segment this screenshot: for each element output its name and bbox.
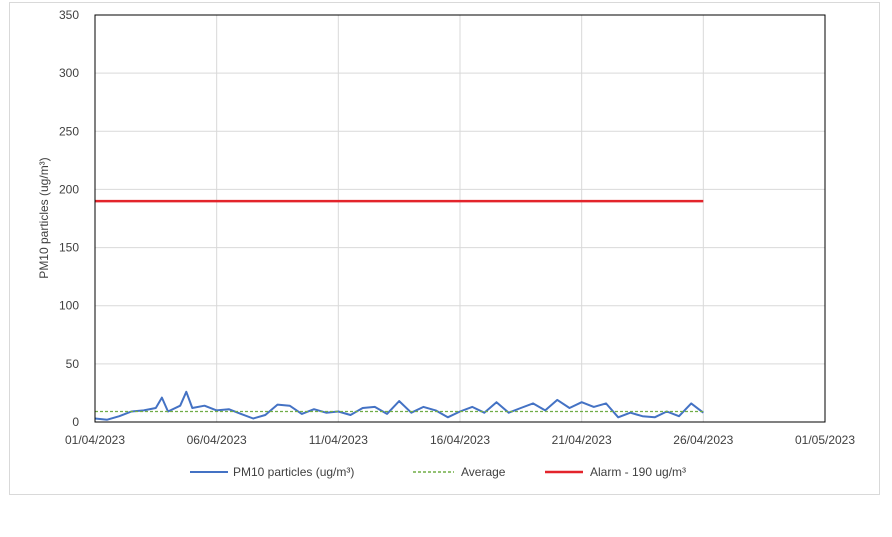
x-tick-label: 11/04/2023 (309, 433, 368, 447)
legend: PM10 particles (ug/m³) Average Alarm - 1… (190, 465, 686, 479)
series-lines (94, 199, 704, 421)
gridlines (95, 14, 825, 423)
x-tick-label: 01/05/2023 (795, 433, 855, 447)
y-tick-label: 200 (59, 182, 79, 196)
y-axis-title: PM10 particles (ug/m³) (37, 157, 51, 278)
y-tick-label: 150 (59, 241, 79, 255)
chart-frame (9, 2, 880, 495)
x-tick-label: 21/04/2023 (552, 433, 612, 447)
series-line-0 (94, 390, 704, 421)
plot-area-border (94, 14, 826, 423)
y-tick-label: 50 (66, 357, 80, 371)
y-tick-label: 100 (59, 299, 79, 313)
legend-label-pm10: PM10 particles (ug/m³) (233, 465, 354, 479)
legend-label-alarm: Alarm - 190 ug/m³ (590, 465, 686, 479)
legend-label-average: Average (461, 465, 506, 479)
y-axis-ticks: 0 50 100 150 200 250 300 350 (59, 8, 79, 429)
x-tick-label: 26/04/2023 (673, 433, 733, 447)
y-tick-label: 250 (59, 124, 79, 138)
x-tick-label: 06/04/2023 (187, 433, 247, 447)
y-tick-label: 0 (72, 415, 79, 429)
x-axis-ticks: 01/04/2023 06/04/2023 11/04/2023 16/04/2023… (65, 433, 855, 447)
x-tick-label: 01/04/2023 (65, 433, 125, 447)
y-tick-label: 350 (59, 8, 79, 22)
x-tick-label: 16/04/2023 (430, 433, 490, 447)
y-tick-label: 300 (59, 66, 79, 80)
